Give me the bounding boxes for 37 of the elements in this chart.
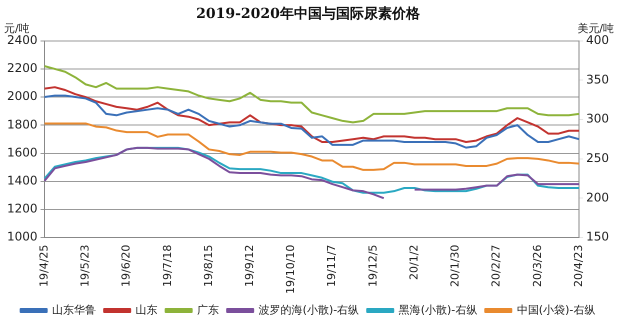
chart-title: 2019-2020年中国与国际尿素价格 [196,6,421,22]
y2-tick-label: 200 [586,190,609,204]
x-tick-label: 20/1/2 [407,244,420,280]
y-tick-label: 2400 [6,32,38,47]
x-tick-label: 19/10/10 [284,244,298,294]
x-tick-label: 19/5/23 [78,244,92,288]
y2-tick-label: 300 [586,112,609,126]
x-tick-label: 20/4/23 [572,244,585,288]
legend-label: 黑海(小散)-右纵 [398,303,478,316]
y-tick-label: 1400 [6,173,38,188]
legend-label: 波罗的海(小散)-右纵 [258,303,360,316]
y2-axis-title: 美元/吨 [577,22,614,36]
x-tick-label: 19/4/25 [37,244,50,288]
y-tick-label: 2000 [6,89,38,104]
y-tick-label: 1200 [6,202,38,216]
x-tick-label: 19/6/20 [120,244,133,288]
y2-tick-label: 150 [586,230,609,244]
legend-label: 山东华鲁 [52,303,96,316]
legend-label: 广东 [197,303,220,316]
x-tick-label: 19/9/12 [242,244,256,288]
x-tick-label: 20/2/27 [490,244,503,288]
y-axis-title: 元/吨 [4,22,30,36]
x-tick-label: 19/11/7 [325,244,338,288]
legend-label: 山东 [136,303,158,316]
y2-tick-label: 350 [586,72,609,86]
x-tick-label: 19/7/18 [160,244,174,288]
y-tick-label: 2200 [6,61,38,76]
y2-tick-label: 250 [586,151,609,166]
x-tick-label: 20/1/30 [448,244,462,288]
y2-tick-label: 400 [586,32,609,47]
y-tick-label: 1800 [6,117,38,132]
legend-label: 中国(小袋)-右纵 [516,303,596,316]
x-tick-label: 19/12/5 [366,244,380,288]
y-tick-label: 1000 [6,230,38,244]
y-tick-label: 1600 [6,145,38,160]
x-tick-label: 20/3/26 [530,244,544,288]
x-tick-label: 19/8/15 [202,244,215,288]
